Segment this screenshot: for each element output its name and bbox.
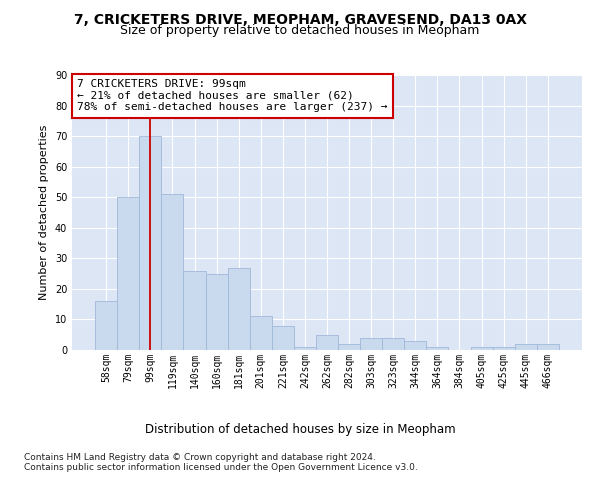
Bar bbox=[515, 344, 537, 350]
Bar bbox=[161, 194, 184, 350]
Text: 7 CRICKETERS DRIVE: 99sqm
← 21% of detached houses are smaller (62)
78% of semi-: 7 CRICKETERS DRIVE: 99sqm ← 21% of detac… bbox=[77, 79, 388, 112]
Bar bbox=[493, 347, 515, 350]
Bar bbox=[250, 316, 272, 350]
Bar bbox=[206, 274, 227, 350]
Bar bbox=[184, 270, 206, 350]
Bar bbox=[404, 341, 427, 350]
Bar bbox=[382, 338, 404, 350]
Text: Contains HM Land Registry data © Crown copyright and database right 2024.
Contai: Contains HM Land Registry data © Crown c… bbox=[24, 452, 418, 472]
Text: 7, CRICKETERS DRIVE, MEOPHAM, GRAVESEND, DA13 0AX: 7, CRICKETERS DRIVE, MEOPHAM, GRAVESEND,… bbox=[74, 12, 527, 26]
Bar bbox=[470, 347, 493, 350]
Text: Size of property relative to detached houses in Meopham: Size of property relative to detached ho… bbox=[121, 24, 479, 37]
Bar bbox=[117, 197, 139, 350]
Bar bbox=[537, 344, 559, 350]
Bar bbox=[316, 334, 338, 350]
Bar bbox=[95, 301, 117, 350]
Y-axis label: Number of detached properties: Number of detached properties bbox=[39, 125, 49, 300]
Bar bbox=[227, 268, 250, 350]
Bar bbox=[338, 344, 360, 350]
Bar bbox=[139, 136, 161, 350]
Bar bbox=[272, 326, 294, 350]
Text: Distribution of detached houses by size in Meopham: Distribution of detached houses by size … bbox=[145, 422, 455, 436]
Bar bbox=[294, 347, 316, 350]
Bar bbox=[360, 338, 382, 350]
Bar bbox=[427, 347, 448, 350]
